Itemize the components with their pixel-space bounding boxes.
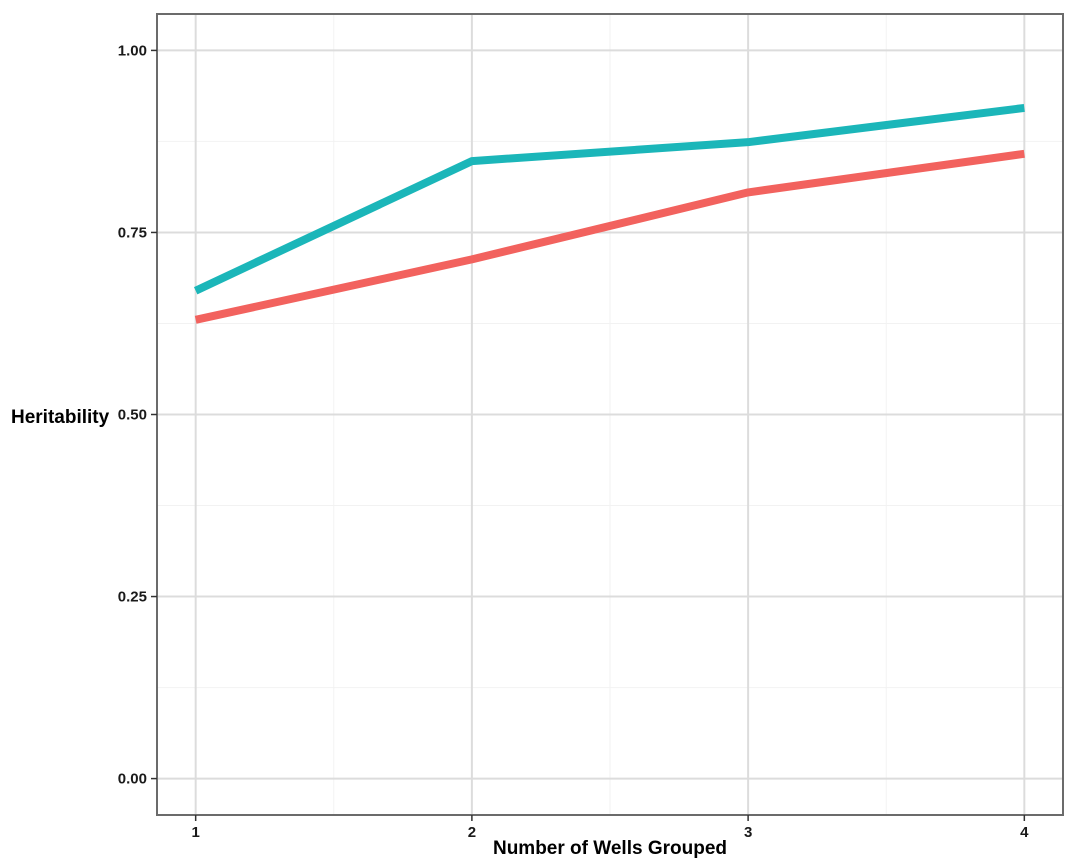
minor-grid (157, 14, 1063, 815)
x-tick-label: 3 (744, 824, 752, 841)
series-line-2 (194, 149, 1025, 324)
series-layer (193, 103, 1025, 324)
y-tick-label: 0.25 (118, 589, 147, 606)
x-axis-title: Number of Wells Grouped (493, 838, 727, 859)
y-axis-ticks: 0.00 0.25 0.50 0.75 1.00 (118, 42, 157, 788)
y-axis-title: Heritability (11, 407, 110, 428)
x-tick-label: 1 (191, 824, 199, 841)
y-tick-label: 0.00 (118, 771, 147, 788)
series-line-1 (193, 103, 1025, 295)
x-tick-label: 4 (1020, 824, 1029, 841)
major-grid (157, 14, 1063, 815)
y-tick-label: 1.00 (118, 42, 147, 59)
y-tick-label: 0.50 (118, 407, 147, 424)
x-axis-ticks: 1 2 3 4 (191, 815, 1029, 841)
x-tick-label: 2 (468, 824, 476, 841)
y-tick-label: 0.75 (118, 224, 147, 241)
